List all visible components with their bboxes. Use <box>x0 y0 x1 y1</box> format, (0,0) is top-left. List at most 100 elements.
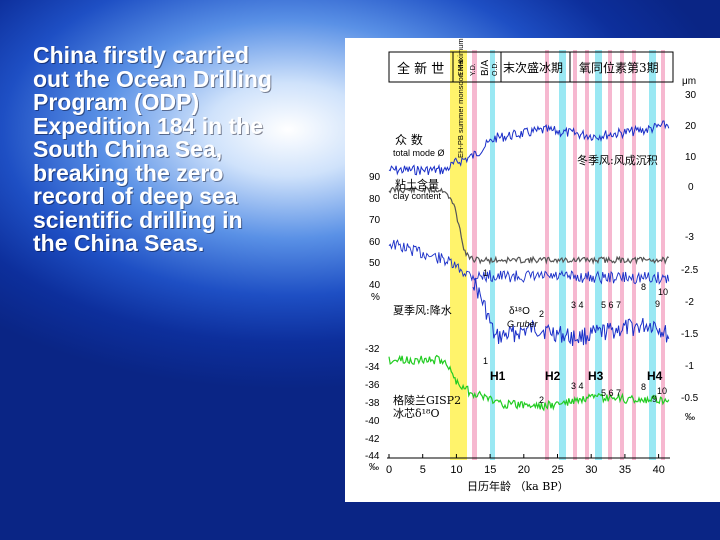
left-tick: 80 <box>369 194 381 205</box>
right-tick: -3 <box>685 232 694 243</box>
text-line: Program (ODP) <box>33 89 200 115</box>
event-number: 8 <box>641 282 646 292</box>
left-tick: -34 <box>365 362 380 373</box>
header-yd: Y.D. <box>470 63 477 76</box>
figure-svg: 全 新 世 EHHI Y.D. B/A O.D. 末次盛冰期 氧同位素第3期 E… <box>365 38 699 493</box>
event-line <box>573 50 577 460</box>
header-last-glacial: 末次盛冰期 <box>503 60 563 75</box>
left-tick: -40 <box>365 416 380 427</box>
gisp2-series <box>388 354 670 412</box>
clay-content-series-2 <box>388 239 670 285</box>
left-tick: -44 <box>365 451 380 462</box>
text-line: out the Ocean Drilling <box>33 65 272 92</box>
right-tick: -1.5 <box>681 329 699 340</box>
text-line: China firstly carried <box>33 42 250 68</box>
event-line <box>608 50 612 460</box>
x-tick-label: 10 <box>450 464 462 476</box>
left-tick: 40 <box>369 280 381 291</box>
header-ehhi: EHHI <box>458 59 465 76</box>
header-frame <box>388 51 674 83</box>
left-tick: 60 <box>369 237 381 248</box>
event-line <box>661 50 665 460</box>
grain-size-series <box>388 120 670 176</box>
event-number: 2 <box>539 309 544 319</box>
event-number: 3 4 <box>571 381 584 391</box>
text-line: South China Sea, <box>33 136 223 162</box>
heinrich-h3: H3 <box>588 369 604 383</box>
event-band-h3 <box>595 50 602 460</box>
left-tick: -42 <box>365 434 380 445</box>
d18o-series <box>472 277 670 346</box>
x-tick-label: 35 <box>619 464 631 476</box>
right-tick: 0 <box>688 182 694 193</box>
text-line: the China Seas. <box>33 230 205 256</box>
event-number: 9 <box>655 299 660 309</box>
event-line-yd <box>472 50 477 460</box>
event-number: 10 <box>658 287 668 297</box>
slide-body-text: China firstly carried out the Ocean Dril… <box>33 42 338 256</box>
event-number: 1 <box>483 356 488 366</box>
event-band-h4 <box>649 50 656 460</box>
event-line <box>585 50 589 460</box>
event-number: 5 6 7 <box>601 300 621 310</box>
x-tick-label: 15 <box>484 464 496 476</box>
header-od: O.D. <box>492 62 499 76</box>
text-line: scientific drilling in <box>33 206 243 233</box>
x-axis-label: 日历年龄 （ka BP） <box>467 479 569 493</box>
d18o-label: δ¹⁸O <box>509 306 530 317</box>
text-line: breaking the zero <box>33 159 224 186</box>
event-line <box>632 50 636 460</box>
grain-mode-cn: 众 数 <box>395 132 423 147</box>
header-holocene: 全 新 世 <box>397 61 444 77</box>
text-line: record of deep sea <box>33 183 238 209</box>
left-tick: -38 <box>365 398 380 409</box>
x-tick-label: 30 <box>585 464 597 476</box>
left-unit-permil: ‰ <box>369 462 379 473</box>
x-tick-label: 20 <box>518 464 530 476</box>
grain-mode-en: total mode Ø <box>393 148 445 158</box>
left-tick: 70 <box>369 215 381 226</box>
right-tick: -1 <box>685 361 694 372</box>
event-number: 5 6 7 <box>601 388 621 398</box>
clay-content-series <box>388 185 670 266</box>
text-line: Expedition 184 in the <box>33 112 264 139</box>
left-tick: -32 <box>365 344 380 355</box>
x-axis-ticks: 0 5 10 15 20 25 30 35 40 <box>386 454 665 476</box>
right-tick: -2 <box>685 297 694 308</box>
paleoclimate-figure: 全 新 世 EHHI Y.D. B/A O.D. 末次盛冰期 氧同位素第3期 E… <box>345 38 720 502</box>
heinrich-h2: H2 <box>545 369 561 383</box>
x-tick-label: 5 <box>420 464 426 476</box>
right-tick: 30 <box>685 90 697 101</box>
event-line <box>545 50 549 460</box>
ice-core-label: 冰芯δ¹⁸O <box>393 406 439 420</box>
band-label: EH-PB summer monsoon Maximum <box>456 38 465 158</box>
heinrich-h4: H4 <box>647 369 663 383</box>
ruber-label: G.ruber <box>507 319 539 329</box>
clay-content-en: clay content <box>393 191 442 201</box>
event-number: 10 <box>657 386 667 396</box>
right-unit-permil: ‰ <box>685 412 695 423</box>
right-tick: -2.5 <box>681 265 699 276</box>
left-unit-percent: % <box>371 292 380 303</box>
event-number: 3 4 <box>571 300 584 310</box>
right-tick: -0.5 <box>681 393 699 404</box>
right-tick: 10 <box>685 152 697 163</box>
left-tick: 90 <box>369 172 381 183</box>
header-isotope-stage3: 氧同位素第3期 <box>579 60 659 75</box>
event-line <box>620 50 624 460</box>
x-tick-label: 25 <box>552 464 564 476</box>
summer-monsoon-band <box>450 50 467 460</box>
header-ba: B/A <box>480 60 491 76</box>
clay-content-cn: 粘土含量 <box>395 177 439 191</box>
event-band-od <box>490 50 495 460</box>
greenland-label: 格陵兰GISP2 <box>393 393 461 407</box>
event-number: 1 <box>483 268 488 278</box>
left-tick: -36 <box>365 380 380 391</box>
right-unit-um: μm <box>682 76 696 87</box>
event-band-h2 <box>559 50 566 460</box>
left-tick: 50 <box>369 258 381 269</box>
heinrich-h1: H1 <box>490 369 506 383</box>
x-tick-label: 0 <box>386 464 392 476</box>
winter-monsoon-label: 冬季风:风成沉积 <box>577 153 658 167</box>
event-number: 2 <box>539 395 544 405</box>
